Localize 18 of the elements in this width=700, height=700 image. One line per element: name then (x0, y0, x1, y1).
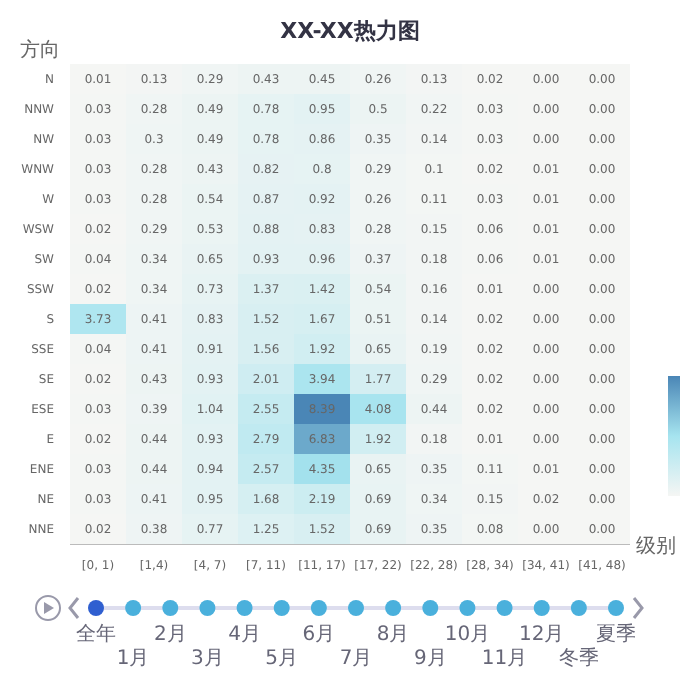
text: 全年 (76, 622, 116, 646)
text: 10月 (444, 624, 491, 646)
y-axis-title: 方向 (20, 37, 60, 64)
text: 4月 (228, 624, 261, 646)
chart-title: XX-XX热力图 (280, 18, 420, 44)
text: 6月 (302, 624, 336, 646)
text: 1月 (116, 648, 150, 670)
text: 夏季 (596, 622, 636, 646)
text: 11月 (481, 648, 528, 670)
text: 冬季 (558, 646, 599, 670)
text: 9月 (413, 648, 447, 670)
text: 7月 (339, 648, 373, 670)
text: 3月 (191, 648, 224, 670)
text: 2月 (153, 624, 187, 646)
text: 8月 (376, 624, 410, 646)
x-axis-title: 级别 (636, 534, 676, 560)
text: 5月 (265, 648, 299, 670)
text: 12月 (518, 624, 565, 646)
